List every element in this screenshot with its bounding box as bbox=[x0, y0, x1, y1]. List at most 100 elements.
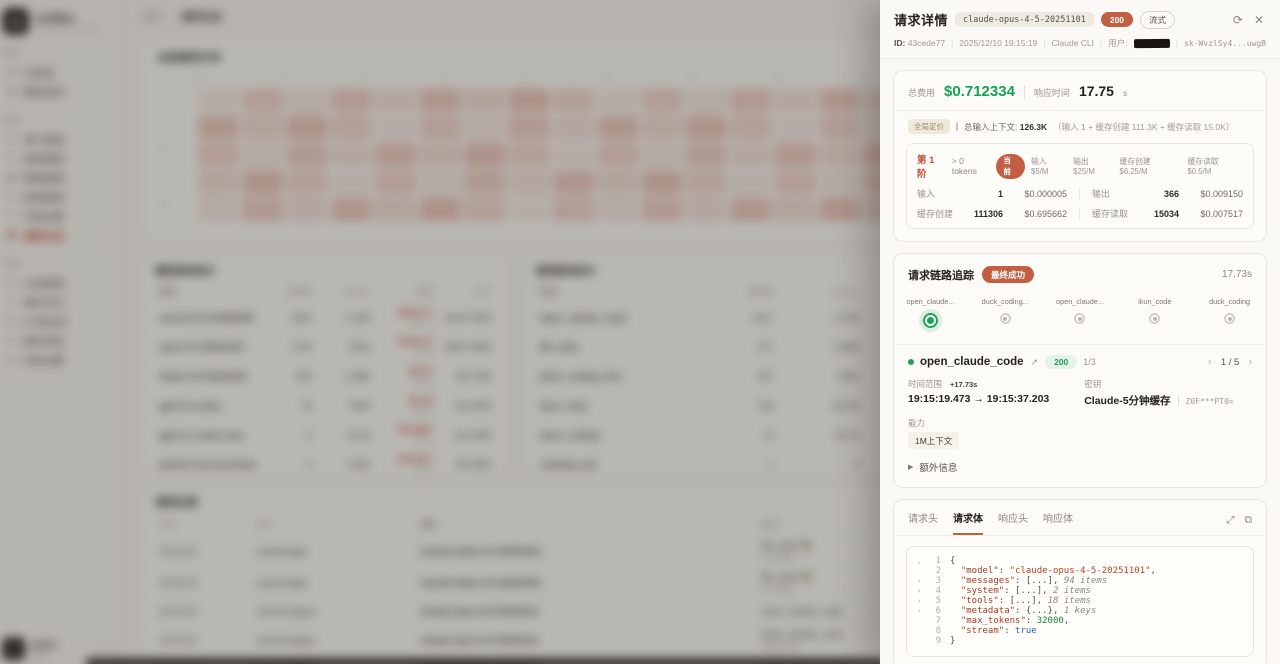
trace-node-icon[interactable] bbox=[1149, 313, 1161, 324]
table-cell: $1.45/M bbox=[456, 429, 492, 441]
token-type-label: 输出 bbox=[1092, 189, 1111, 199]
table-cell: gpt-5.1-codex bbox=[159, 400, 222, 412]
code-line: › 6 "metadata": {...}, 1 keys bbox=[917, 606, 1243, 616]
tab-响应体[interactable]: 响应体 bbox=[1043, 514, 1073, 525]
trace-step-ikun_code[interactable]: ikun_code bbox=[1124, 297, 1185, 328]
sidebar-item-IP 黑名单[interactable]: ⊘ IP 黑名单 bbox=[2, 312, 112, 331]
trace-step-duck_coding[interactable]: duck_coding bbox=[1199, 297, 1260, 328]
sidebar-item-label: 价格设置 bbox=[23, 212, 65, 224]
extra-info-toggle[interactable]: ▶ 额外信息 bbox=[894, 449, 1266, 487]
heatmap-tick: 8 bbox=[521, 72, 527, 83]
tab-响应头[interactable]: 响应头 bbox=[998, 514, 1028, 525]
heatmap-title: 全局请求分布 bbox=[157, 51, 222, 64]
cell-sub: ¥0.07 bbox=[414, 465, 434, 475]
fold-chevron-icon[interactable]: › bbox=[917, 577, 922, 585]
heatmap-cell bbox=[330, 88, 373, 113]
table-cell: $0.0017 ¥0.07 bbox=[374, 454, 437, 474]
fold-chevron-icon[interactable]: › bbox=[917, 597, 922, 605]
breadcrumb: 首页 | 请求日志 bbox=[124, 0, 1280, 31]
heatmap-cell bbox=[508, 197, 550, 222]
cell-main: $3.47 bbox=[409, 366, 434, 378]
sidebar-item-系统设置[interactable]: ⚙ 系统设置 bbox=[2, 350, 112, 369]
trace-node-icon[interactable] bbox=[1224, 313, 1236, 324]
next-page-icon[interactable]: › bbox=[1248, 356, 1252, 368]
trace-node-icon[interactable] bbox=[999, 313, 1011, 324]
sidebar-collapse-icon[interactable]: « bbox=[109, 643, 115, 654]
cell-main: open_claude_code bbox=[761, 629, 843, 641]
sidebar-item-备份恢复[interactable]: ⟳ 备份恢复 bbox=[2, 331, 112, 350]
external-link-icon[interactable]: ↗ bbox=[1030, 356, 1039, 367]
pricing-scope-badge: 全局定价 bbox=[908, 119, 950, 134]
heatmap-cell bbox=[375, 197, 417, 222]
fold-chevron-icon[interactable]: › bbox=[917, 607, 922, 615]
sidebar-item-label: 系统设置 bbox=[23, 356, 65, 368]
code-line: 9} bbox=[917, 636, 1243, 646]
table-row: gpt-5.1-codex 20 430k $0.23 ¥0.45 $1.43/M bbox=[155, 390, 496, 420]
cell-sub: 含重试记录 bbox=[761, 641, 800, 651]
trace-node-icon[interactable] bbox=[1074, 313, 1086, 324]
sidebar-item-价格设置[interactable]: ✎ 价格设置 bbox=[2, 207, 112, 226]
sidebar-group-label: 概览 bbox=[4, 48, 20, 58]
pricing-tier-card: 第 1 阶 > 0 tokens 当前 输入 $5/M 输出 $25/M 缓存创建 … bbox=[906, 143, 1254, 229]
sidebar-item-操作日志[interactable]: ≡ 操作日志 bbox=[2, 293, 112, 312]
sidebar-user[interactable]: A admin 管理员 ◐ « bbox=[2, 637, 115, 660]
tab-请求体[interactable]: 请求体 bbox=[953, 510, 983, 535]
cell-main: $243.77 bbox=[398, 307, 434, 319]
table-cell: $2.43/M bbox=[456, 459, 492, 471]
column-header: 模型 bbox=[159, 286, 177, 297]
payload-card: 请求头 请求体 响应头 响应体 ⤢ ⧉ ⌄ 1{2 "model": "claude-opu… bbox=[893, 499, 1267, 664]
expand-icon[interactable]: ⤢ bbox=[1226, 514, 1235, 526]
status-badge: 200 bbox=[1100, 12, 1134, 27]
json-viewer[interactable]: ⌄ 1 {2 "model": "claude-opus-4-5-20251101"… bbox=[906, 546, 1254, 657]
sidebar-item-仪表盘[interactable]: ▤ 仪表盘 bbox=[2, 63, 112, 82]
brand-subtitle: World Class LLM Gateway bbox=[35, 24, 102, 31]
heatmap-cell bbox=[819, 88, 861, 113]
sidebar-item-密钥管理[interactable]: ⚿ 密钥管理 bbox=[2, 149, 112, 168]
trace-step-open_claude-[interactable]: open_claude... bbox=[900, 297, 961, 328]
prev-page-icon[interactable]: ‹ bbox=[1208, 356, 1212, 368]
drawer-header: 请求详情 claude-opus-4-5-20251101 200 流式 ⟳ ✕ bbox=[880, 0, 1280, 34]
fold-chevron-icon[interactable]: ⌄ bbox=[917, 557, 922, 565]
sidebar-group-label: 管理 bbox=[4, 115, 20, 125]
usage-log-title: 使用记录 bbox=[155, 496, 198, 510]
client-name: Claude CLI bbox=[1051, 38, 1095, 48]
code-line: 7 "max_tokens": 32000, bbox=[917, 616, 1243, 626]
trace-step-open_claude-[interactable]: open_claude... bbox=[1050, 297, 1111, 328]
token-count: 1 bbox=[997, 189, 1003, 199]
trace-step-duck_coding-[interactable]: duck_coding... bbox=[975, 297, 1036, 328]
table-cell: $243.77 ¥43.74 bbox=[374, 308, 437, 328]
heatmap-cell bbox=[597, 197, 639, 222]
sidebar: A AstMan World Class LLM Gateway 概览 ▤ 仪表盘 ◉… bbox=[0, 0, 124, 664]
refresh-icon[interactable]: ⟳ bbox=[1232, 12, 1243, 27]
sidebar-item-模型管理[interactable]: ▦ 模型管理 bbox=[2, 168, 112, 187]
heatmap-cell bbox=[286, 142, 328, 168]
fold-chevron-icon[interactable]: › bbox=[917, 587, 922, 595]
table-cell: 5 bbox=[306, 429, 313, 441]
sidebar-item-label: 用户管理 bbox=[23, 135, 65, 147]
heatmap-cell bbox=[286, 170, 328, 195]
table-cell: 20 bbox=[301, 400, 313, 412]
cell-main: $0.0067 bbox=[398, 425, 434, 437]
sidebar-item-模型监控[interactable]: ◉ 模型监控 bbox=[2, 82, 112, 101]
node-status-badge: 200 bbox=[1045, 355, 1078, 369]
trace-node-success-icon[interactable] bbox=[922, 313, 938, 328]
theme-toggle-icon[interactable]: ◐ bbox=[96, 643, 102, 654]
sidebar-item-用户管理[interactable]: ◳ 用户管理 bbox=[2, 130, 112, 149]
sidebar-item-渠道管理[interactable]: ⛁ 渠道管理 bbox=[2, 187, 112, 206]
column-header: 均价 bbox=[474, 286, 492, 297]
table-cell: yuanhongliu bbox=[256, 546, 309, 558]
close-icon[interactable]: ✕ bbox=[1253, 12, 1264, 27]
token-type-label: 缓存读取 bbox=[1092, 209, 1129, 219]
heatmap-cell bbox=[552, 88, 595, 113]
sidebar-item-公告管理[interactable]: ◫ 公告管理 bbox=[2, 273, 112, 292]
cell-main: 88_code 🦆 bbox=[761, 540, 813, 552]
api-key-masked: sk-WvzlSy4...uwgB bbox=[1184, 38, 1266, 48]
heatmap-cell bbox=[552, 170, 595, 195]
sidebar-item-请求日志[interactable]: ≣ 请求日志 › bbox=[2, 226, 112, 245]
latency-unit: s bbox=[1122, 88, 1128, 98]
extra-info-label: 额外信息 bbox=[919, 463, 958, 474]
context-breakdown: （输入 1 + 缓存创建 111.3K + 缓存读取 15.0K） bbox=[1053, 121, 1235, 132]
tab-请求头[interactable]: 请求头 bbox=[908, 514, 938, 525]
breadcrumb-home[interactable]: 首页 bbox=[142, 12, 163, 24]
copy-icon[interactable]: ⧉ bbox=[1244, 514, 1253, 526]
